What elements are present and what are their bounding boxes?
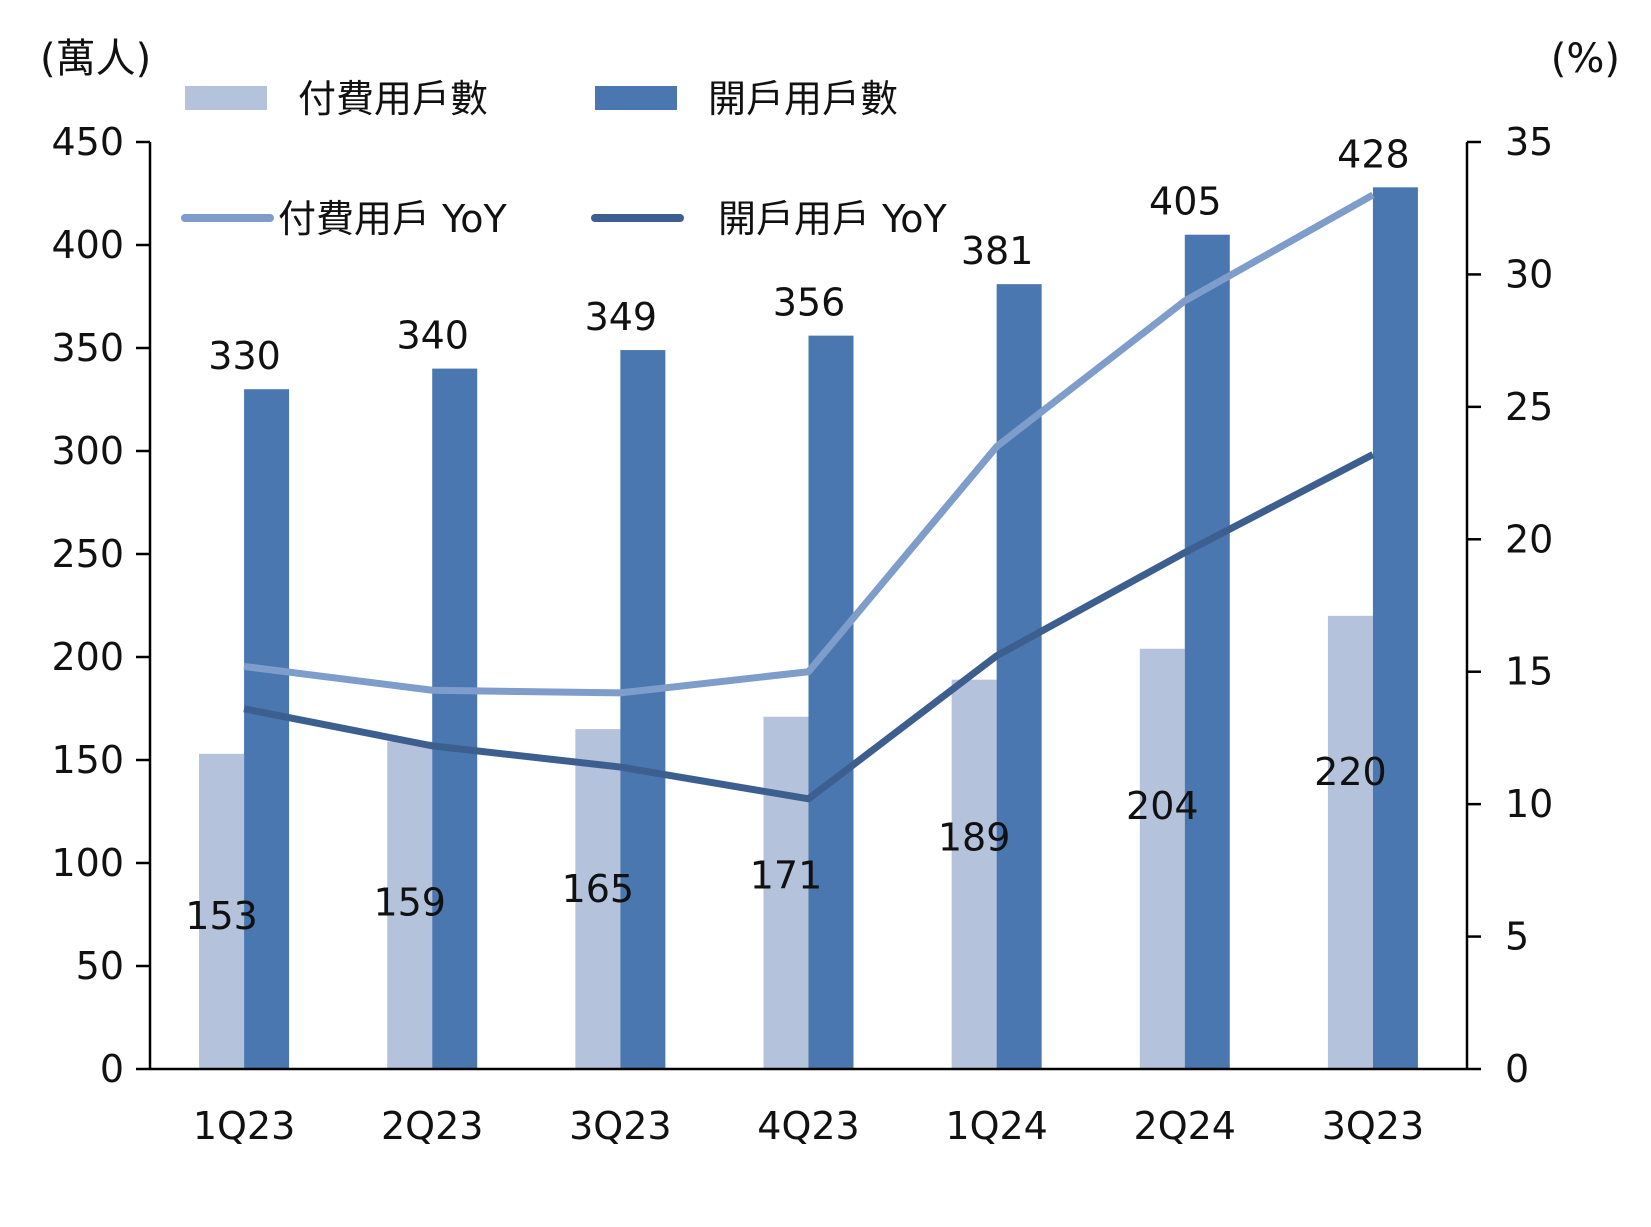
left-axis-tick-label: 450 — [51, 120, 124, 164]
paid-users-bar — [763, 716, 809, 1069]
left-axis-tick-label: 300 — [51, 429, 124, 473]
x-axis-category-label: 3Q23 — [1322, 1104, 1424, 1148]
paid-users-data-label: 171 — [750, 854, 823, 898]
account-users-data-label: 381 — [961, 229, 1034, 273]
paid-users-bar — [387, 741, 433, 1069]
paid-users-data-label: 165 — [562, 867, 635, 911]
account-users-bar — [808, 335, 854, 1069]
account-users-data-label: 340 — [396, 314, 469, 358]
paid-users-bar — [951, 679, 997, 1069]
account-users-bar — [244, 389, 290, 1069]
right-axis-tick-label: 30 — [1505, 252, 1553, 296]
paid-users-data-label: 153 — [185, 894, 258, 938]
paid-users-bar — [1327, 615, 1373, 1069]
account-users-bar — [996, 284, 1042, 1069]
account-users-data-label: 356 — [773, 281, 846, 325]
paid-users-data-label: 189 — [938, 816, 1011, 860]
account-users-data-label: 349 — [585, 295, 658, 339]
left-axis-tick-label: 100 — [51, 841, 124, 885]
left-axis-tick-label: 200 — [51, 635, 124, 679]
right-axis-tick-label: 25 — [1505, 385, 1553, 429]
bars-layer — [199, 187, 1418, 1070]
account-users-data-label: 405 — [1149, 180, 1222, 224]
left-axis-tick-label: 250 — [51, 532, 124, 576]
paid-users-bar — [199, 753, 245, 1069]
left-axis-tick-label: 0 — [100, 1047, 124, 1091]
account-users-bar — [620, 350, 666, 1069]
account-users-yoy-line — [243, 451, 1375, 803]
lines-layer — [243, 191, 1375, 803]
left-axis-unit-label: (萬人) — [40, 36, 151, 82]
x-axis-category-label: 3Q23 — [569, 1104, 671, 1148]
right-axis-unit-label: (%) — [1551, 36, 1620, 82]
left-axis-tick-label: 150 — [51, 738, 124, 782]
account-users-data-label: 330 — [208, 334, 281, 378]
legend-label: 開戶用戶 YoY — [718, 197, 947, 241]
paid-users-data-label: 159 — [373, 880, 446, 924]
legend-label: 付費用戶 YoY — [278, 197, 507, 241]
right-axis-tick-label: 15 — [1505, 650, 1553, 694]
paid-users-data-label: 204 — [1126, 784, 1199, 828]
account-users-bar — [1372, 187, 1418, 1069]
paid-users-yoy-line — [243, 191, 1375, 697]
paid-users-data-label: 220 — [1314, 750, 1387, 794]
right-axis-tick-label: 0 — [1505, 1047, 1529, 1091]
axes-layer: 0 50 100 150 200 250 300 350 400 450 0 5 10 15 20 25 30 3… — [51, 120, 1553, 1148]
right-axis-tick-label: 35 — [1505, 120, 1553, 164]
account-users-bar — [432, 368, 478, 1070]
right-axis-tick-label: 10 — [1505, 782, 1553, 826]
left-axis-tick-label: 400 — [51, 223, 124, 267]
paid-users-bar — [575, 729, 621, 1069]
legend-label: 開戶用戶數 — [708, 77, 898, 121]
account-users-data-label: 428 — [1337, 132, 1410, 176]
x-axis-category-label: 1Q24 — [945, 1104, 1047, 1148]
left-axis-tick-label: 350 — [51, 326, 124, 370]
x-axis-category-label: 2Q23 — [381, 1104, 483, 1148]
legend-label: 付費用戶數 — [298, 77, 488, 121]
right-axis-tick-label: 5 — [1505, 915, 1529, 959]
x-axis-category-label: 4Q23 — [757, 1104, 859, 1148]
right-axis-tick-label: 20 — [1505, 517, 1553, 561]
paid-users-bar — [1139, 648, 1185, 1069]
legend-swatch — [185, 86, 267, 110]
data-labels-layer: 153 330 159 340 165 349 171 356 189 381 204 405 220 4… — [185, 132, 1409, 938]
left-axis-tick-label: 50 — [76, 944, 124, 988]
legend-swatch — [595, 86, 677, 110]
x-axis-category-label: 1Q23 — [193, 1104, 295, 1148]
account-users-bar — [1184, 234, 1230, 1069]
x-axis-category-label: 2Q24 — [1134, 1104, 1236, 1148]
